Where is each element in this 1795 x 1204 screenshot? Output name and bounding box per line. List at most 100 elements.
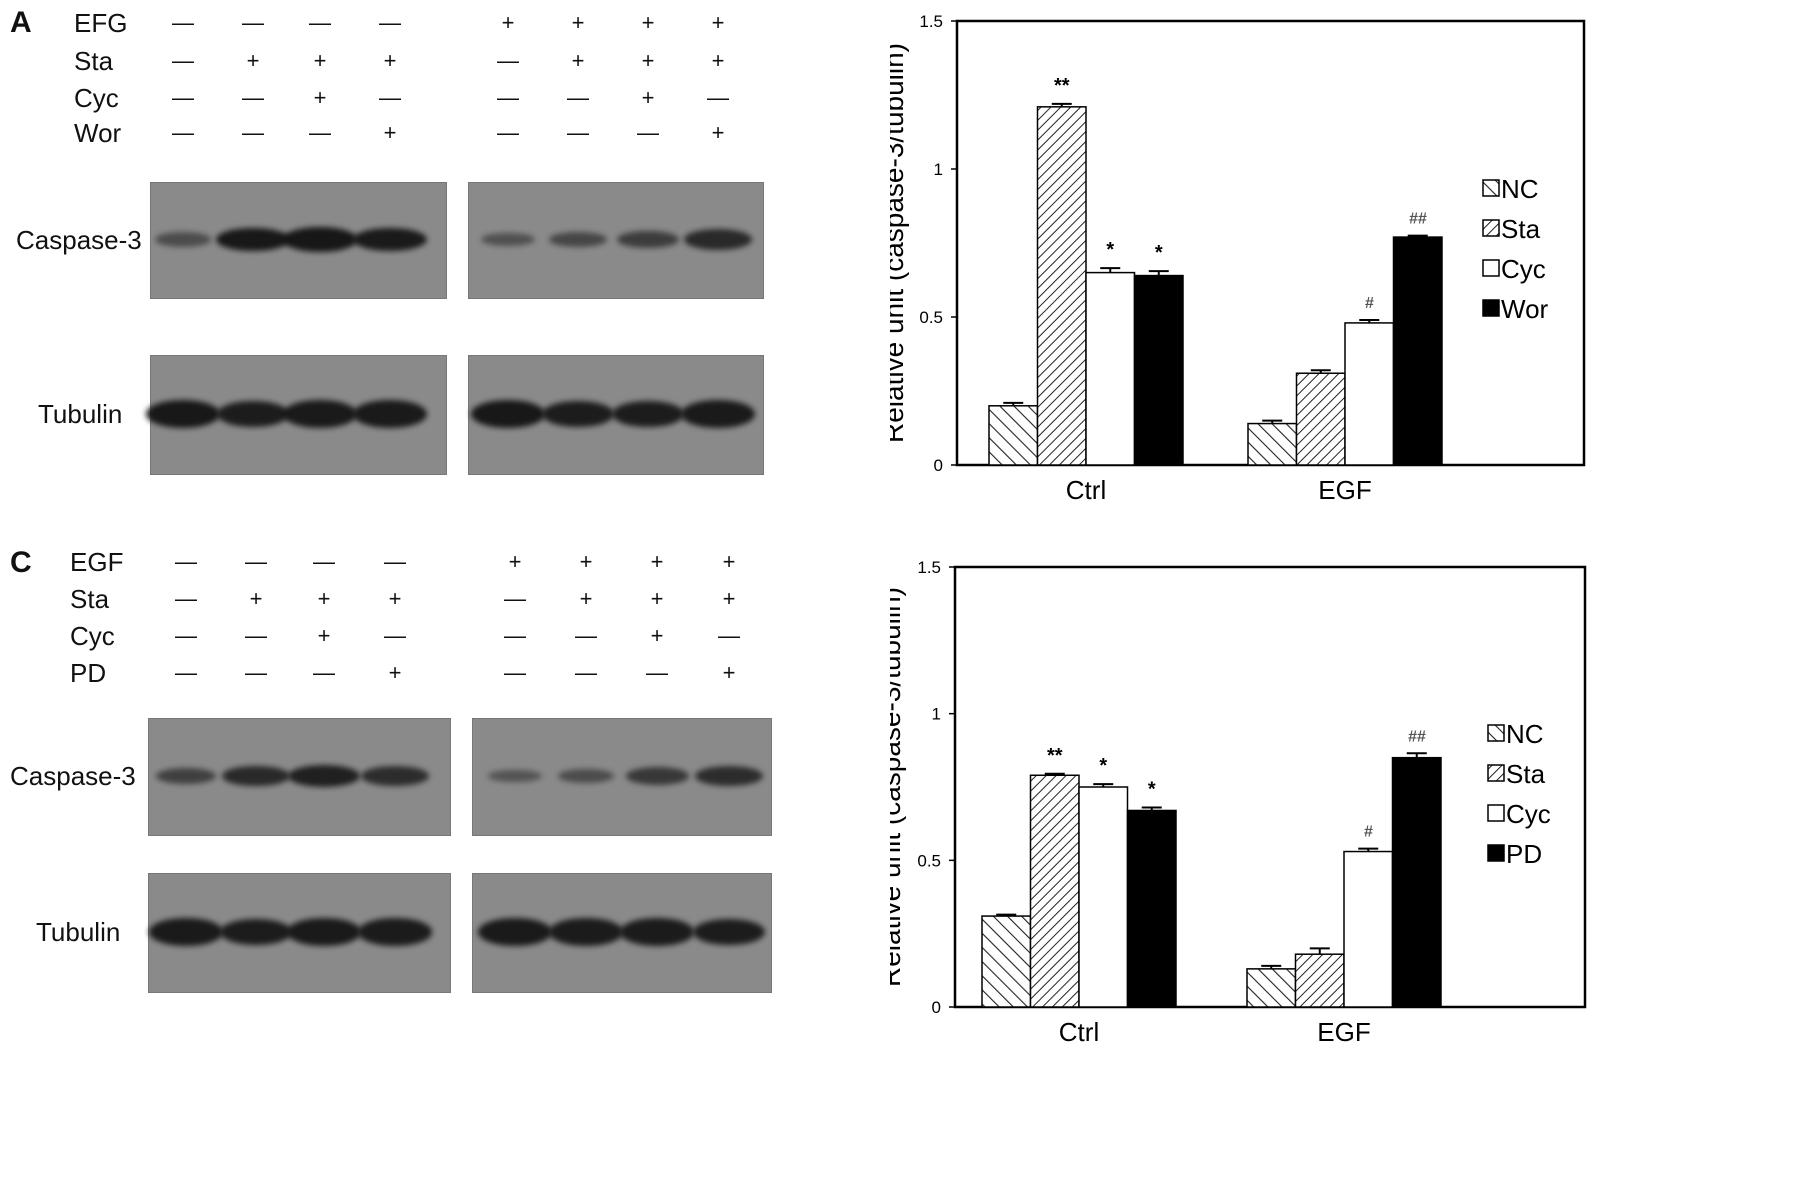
condition-symbol: + — [313, 85, 327, 110]
blot-band — [611, 400, 685, 428]
legend-label-nc: NC — [1501, 174, 1539, 204]
bar-sta-ctrl — [1036, 106, 1087, 466]
significance-annotation: ## — [1408, 728, 1426, 745]
condition-symbol: — — [245, 623, 267, 648]
condition-label-cyc: Cyc — [70, 621, 115, 651]
blot-band — [283, 400, 357, 428]
panel-letter-c: C — [10, 546, 32, 579]
bar-pd-ctrl — [1126, 809, 1177, 1008]
condition-symbol: + — [246, 48, 260, 73]
significance-annotation: * — [1106, 239, 1114, 261]
blot-band — [541, 400, 615, 428]
y-axis-label: Relative unit (caspase-3/tubulin) — [890, 587, 906, 987]
condition-symbol: — — [309, 10, 331, 35]
condition-symbol: + — [571, 10, 585, 35]
panel-letter-a: A — [10, 6, 32, 39]
condition-symbol: — — [504, 586, 526, 611]
y-tick-label: 1 — [934, 160, 943, 179]
blot-band — [361, 765, 429, 787]
significance-annotation: # — [1364, 824, 1373, 841]
condition-symbol: + — [388, 660, 402, 685]
legend-label-sta: Sta — [1506, 759, 1546, 789]
condition-symbol: + — [571, 48, 585, 73]
condition-symbol: + — [722, 660, 736, 685]
condition-symbol: + — [650, 586, 664, 611]
blot-band — [480, 232, 536, 247]
condition-symbol: + — [711, 120, 725, 145]
condition-symbol: + — [641, 85, 655, 110]
legend-swatch-sta — [1482, 219, 1500, 237]
bar-nc-egf — [1246, 968, 1297, 1008]
blot-label-tubulin: Tubulin — [38, 399, 123, 429]
condition-label-wor: Wor — [74, 118, 122, 148]
condition-symbol: + — [383, 48, 397, 73]
blot-band — [282, 227, 358, 252]
condition-label-sta: Sta — [70, 584, 110, 614]
condition-symbol: — — [242, 85, 264, 110]
bar-sta-egf — [1295, 372, 1346, 466]
condition-symbol: — — [245, 660, 267, 685]
condition-symbol: — — [379, 85, 401, 110]
condition-symbol: — — [497, 120, 519, 145]
category-label-ctrl: Ctrl — [1066, 475, 1106, 505]
legend-label-nc: NC — [1506, 719, 1544, 749]
condition-symbol: — — [242, 120, 264, 145]
blot-band — [215, 227, 291, 252]
bar-nc-egf — [1247, 422, 1298, 466]
condition-symbol: + — [508, 549, 522, 574]
condition-symbol: + — [579, 586, 593, 611]
legend-label-pd: PD — [1506, 839, 1542, 869]
significance-annotation: * — [1148, 779, 1156, 801]
blot-band — [692, 918, 766, 946]
category-label-egf: EGF — [1318, 475, 1371, 505]
condition-symbol: — — [497, 85, 519, 110]
legend-swatch-pd — [1487, 844, 1505, 862]
legend-swatch-cyc — [1487, 804, 1505, 822]
blot-band — [287, 918, 361, 946]
blot-band — [149, 918, 223, 946]
blot-band — [145, 400, 221, 428]
legend-swatch-nc — [1482, 179, 1500, 197]
blot-band — [620, 918, 694, 946]
y-tick-label: 0 — [934, 456, 943, 475]
blot-band — [358, 918, 432, 946]
blot-band — [221, 765, 291, 787]
condition-symbol: — — [242, 10, 264, 35]
y-tick-label: 1.5 — [919, 12, 943, 31]
y-tick-label: 1 — [932, 705, 941, 724]
condition-symbol: — — [172, 85, 194, 110]
condition-symbol: — — [718, 623, 740, 648]
condition-symbol: — — [175, 623, 197, 648]
condition-symbol: — — [707, 85, 729, 110]
condition-symbol: + — [722, 549, 736, 574]
bar-sta-egf — [1294, 953, 1345, 1008]
blot-band — [353, 227, 427, 252]
blot-band — [470, 400, 546, 428]
bar-sta-ctrl — [1029, 774, 1080, 1008]
blot-band — [683, 229, 753, 250]
condition-symbol: — — [504, 660, 526, 685]
condition-symbol: + — [383, 120, 397, 145]
condition-symbol: — — [313, 549, 335, 574]
condition-symbol: — — [384, 549, 406, 574]
blot-band — [155, 767, 217, 785]
blot-label-caspase: Caspase-3 — [16, 224, 142, 255]
condition-symbol: — — [172, 120, 194, 145]
bar-pd-egf — [1391, 756, 1442, 1008]
condition-symbol: + — [313, 48, 327, 73]
condition-symbol: — — [309, 120, 331, 145]
y-tick-label: 0 — [932, 998, 941, 1017]
legend-label-sta: Sta — [1501, 214, 1541, 244]
legend-swatch-sta — [1487, 764, 1505, 782]
significance-annotation: * — [1099, 755, 1107, 777]
condition-symbol: + — [650, 549, 664, 574]
condition-symbol: — — [172, 10, 194, 35]
condition-symbol: + — [650, 623, 664, 648]
blot-label-caspase: Caspase-3 — [10, 761, 136, 791]
bar-nc-ctrl — [981, 915, 1032, 1008]
significance-annotation: # — [1365, 295, 1374, 312]
condition-symbol: + — [388, 586, 402, 611]
blot-band — [625, 767, 689, 785]
y-tick-label: 0.5 — [917, 851, 941, 870]
